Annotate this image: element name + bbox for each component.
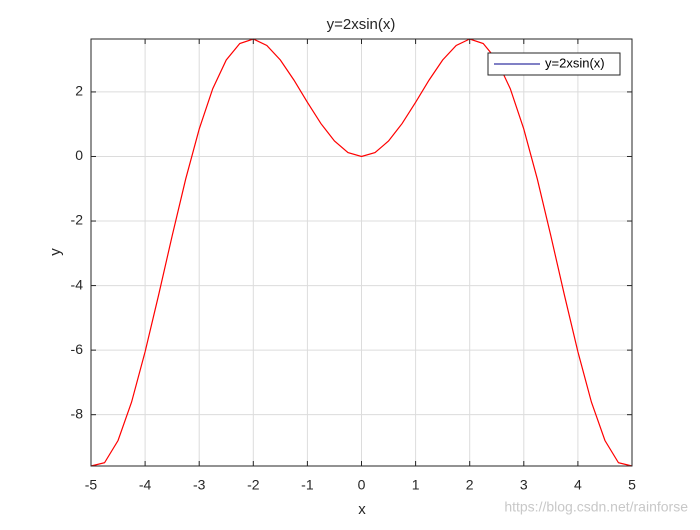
x-tick-label: -5 — [85, 477, 98, 493]
x-tick-label: -2 — [247, 477, 260, 493]
y-axis-label: y — [47, 248, 64, 256]
x-tick-label: -3 — [193, 477, 206, 493]
x-tick-label: 0 — [358, 477, 366, 493]
x-tick-label: 3 — [520, 477, 528, 493]
legend-label: y=2xsin(x) — [545, 55, 605, 70]
x-tick-label: 4 — [574, 477, 582, 493]
y-tick-label: 0 — [75, 147, 83, 163]
y-tick-label: -8 — [71, 405, 84, 421]
x-axis-label: x — [358, 501, 366, 518]
x-tick-label: 1 — [412, 477, 420, 493]
y-tick-label: -2 — [71, 212, 84, 228]
data-line — [90, 38, 633, 467]
y-tick-label: -4 — [71, 276, 84, 292]
legend-box — [487, 52, 621, 76]
x-tick-label: -4 — [139, 477, 152, 493]
watermark: https://blog.csdn.net/rainforse — [504, 499, 688, 515]
grid — [90, 39, 633, 466]
y-tick-label: 2 — [75, 83, 83, 99]
lines — [90, 38, 633, 467]
y-tick-label: -6 — [71, 341, 84, 357]
chart-title: y=2xsin(x) — [327, 16, 396, 33]
x-tick-label: 2 — [466, 477, 474, 493]
legend: y=2xsin(x) — [487, 52, 621, 76]
x-tick-label: 5 — [628, 477, 636, 493]
x-tick-label: -1 — [301, 477, 314, 493]
